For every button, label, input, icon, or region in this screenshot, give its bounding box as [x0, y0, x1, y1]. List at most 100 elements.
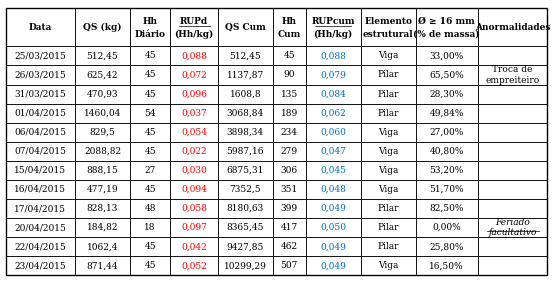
Bar [306, 237, 361, 256]
Bar [478, 65, 547, 85]
Text: estrutural: estrutural [363, 30, 414, 39]
Bar [361, 104, 415, 123]
Text: Viga: Viga [378, 147, 399, 156]
Bar [361, 65, 415, 85]
Bar [415, 256, 478, 275]
Text: 470,93: 470,93 [87, 90, 119, 99]
Text: 462: 462 [281, 242, 298, 251]
Bar [6, 218, 75, 237]
Bar [130, 218, 170, 237]
Text: 625,42: 625,42 [87, 71, 119, 80]
Bar [415, 104, 478, 123]
Bar [218, 256, 273, 275]
Bar [273, 46, 306, 65]
Text: 25,80%: 25,80% [429, 242, 464, 251]
Bar [218, 65, 273, 85]
Bar [273, 142, 306, 161]
Text: 53,20%: 53,20% [429, 166, 464, 175]
Text: 45: 45 [144, 242, 156, 251]
Text: 306: 306 [281, 166, 298, 175]
Text: 0,062: 0,062 [320, 109, 346, 118]
Text: 0,048: 0,048 [320, 185, 346, 194]
Text: 33,00%: 33,00% [429, 51, 464, 60]
Bar [75, 199, 130, 218]
Bar [478, 123, 547, 142]
Bar [306, 46, 361, 65]
Bar [306, 8, 361, 46]
Bar [218, 142, 273, 161]
Text: 45: 45 [283, 51, 295, 60]
Text: 279: 279 [281, 147, 298, 156]
Text: 26/03/2015: 26/03/2015 [15, 71, 66, 80]
Bar [361, 161, 415, 180]
Text: 1062,4: 1062,4 [87, 242, 119, 251]
Text: 0,079: 0,079 [320, 71, 346, 80]
Text: Viga: Viga [378, 166, 399, 175]
Text: 0,088: 0,088 [181, 51, 207, 60]
Bar [273, 8, 306, 46]
Bar [218, 161, 273, 180]
Bar [306, 161, 361, 180]
Text: 45: 45 [144, 90, 156, 99]
Text: 49,84%: 49,84% [429, 109, 464, 118]
Text: 01/04/2015: 01/04/2015 [15, 109, 67, 118]
Text: 0,050: 0,050 [320, 223, 346, 232]
Bar [415, 180, 478, 199]
Bar [361, 123, 415, 142]
Bar [218, 237, 273, 256]
Text: 27: 27 [144, 166, 156, 175]
Text: RUPcum: RUPcum [311, 17, 355, 26]
Bar [130, 85, 170, 104]
Bar [6, 237, 75, 256]
Bar [170, 199, 218, 218]
Text: 507: 507 [281, 261, 298, 270]
Text: 0,030: 0,030 [181, 166, 207, 175]
Text: Feriado
facultativo: Feriado facultativo [489, 218, 537, 237]
Bar [170, 104, 218, 123]
Text: Viga: Viga [378, 185, 399, 194]
Bar [415, 218, 478, 237]
Bar [170, 256, 218, 275]
Bar [75, 46, 130, 65]
Bar [478, 8, 547, 46]
Bar [6, 180, 75, 199]
Text: 0,094: 0,094 [181, 185, 207, 194]
Bar [273, 180, 306, 199]
Text: 0,072: 0,072 [181, 71, 207, 80]
Bar [170, 85, 218, 104]
Bar [130, 46, 170, 65]
Text: Viga: Viga [378, 51, 399, 60]
Text: 0,045: 0,045 [320, 166, 346, 175]
Text: 1137,87: 1137,87 [227, 71, 264, 80]
Bar [6, 161, 75, 180]
Text: 828,13: 828,13 [87, 204, 119, 213]
Bar [415, 199, 478, 218]
Bar [415, 237, 478, 256]
Text: 0,049: 0,049 [320, 261, 346, 270]
Text: 0,047: 0,047 [320, 147, 346, 156]
Bar [170, 8, 218, 46]
Text: 0,022: 0,022 [181, 147, 207, 156]
Text: 8180,63: 8180,63 [227, 204, 264, 213]
Text: 0,084: 0,084 [320, 90, 346, 99]
Text: Data: Data [29, 23, 52, 32]
Bar [6, 8, 75, 46]
Text: 40,80%: 40,80% [429, 147, 464, 156]
Bar [75, 104, 130, 123]
Bar [478, 237, 547, 256]
Text: 48: 48 [144, 204, 156, 213]
Text: 82,50%: 82,50% [429, 204, 464, 213]
Bar [218, 46, 273, 65]
Bar [170, 218, 218, 237]
Bar [361, 180, 415, 199]
Bar [75, 123, 130, 142]
Text: Viga: Viga [378, 261, 399, 270]
Text: 28,30%: 28,30% [429, 90, 464, 99]
Text: 45: 45 [144, 147, 156, 156]
Text: 0,088: 0,088 [320, 51, 346, 60]
Text: Pilar: Pilar [377, 242, 399, 251]
Text: 10299,29: 10299,29 [224, 261, 267, 270]
Bar [218, 8, 273, 46]
Text: 0,042: 0,042 [181, 242, 207, 251]
Bar [273, 65, 306, 85]
